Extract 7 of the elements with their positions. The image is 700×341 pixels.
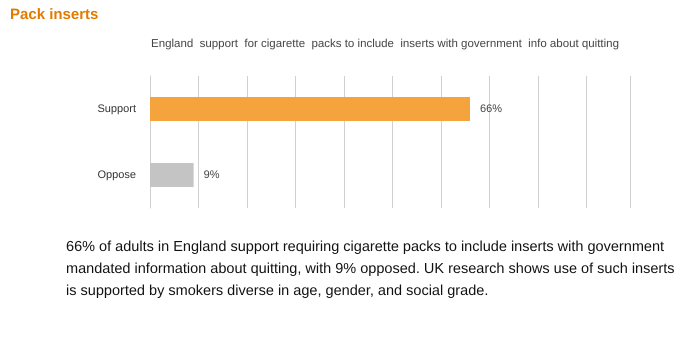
- chart-title: Pack inserts: [10, 6, 98, 23]
- y-tick-label: Support: [97, 103, 136, 115]
- data-label: 66%: [480, 103, 502, 115]
- data-label: 9%: [204, 169, 220, 181]
- chart-subtitle: England support for cigarette packs to include inserts with government info about quitting: [151, 38, 619, 50]
- y-tick-label: Oppose: [97, 169, 136, 181]
- text: 66% of adults in England support requiring cigarette packs to include inserts with government mandated information about quitting, with 9% opposed. UK research shows use of such inserts is supported by smokers diverse in age, gender, and social grade.: [66, 238, 676, 301]
